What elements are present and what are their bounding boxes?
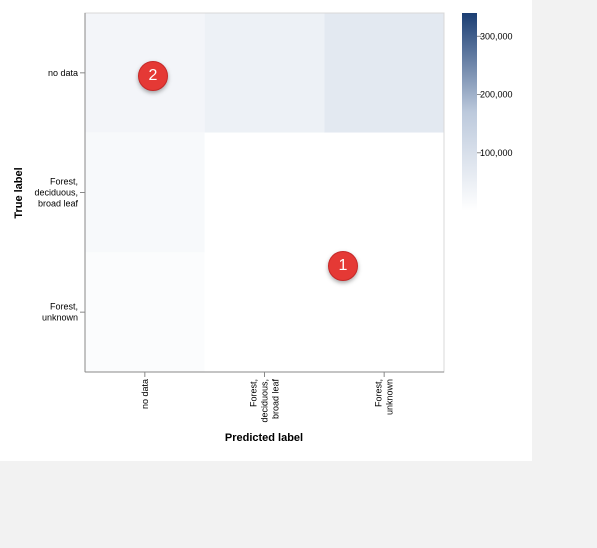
y-axis-title: True label: [13, 167, 25, 218]
annotation-marker-1[interactable]: 1: [328, 251, 358, 281]
x-tick-label-group: Forest,deciduous,broad leaf: [249, 379, 281, 423]
x-axis-title: Predicted label: [225, 432, 303, 444]
confusion-matrix-chart: no data Forest, deciduous, broad leaf Forest…: [13, 12, 513, 444]
y-tick-label: Forest, unknown: [42, 302, 78, 323]
annotation-marker-2[interactable]: 2: [138, 61, 168, 91]
y-tick-label: Forest, deciduous, broad leaf: [34, 177, 78, 209]
color-legend-bar: [462, 13, 477, 211]
heatmap-cell-r2-c1: [204, 252, 325, 372]
heatmap-cell-r1-c0: [85, 132, 205, 253]
legend-tick-label: 300,000: [480, 31, 513, 41]
x-tick-label-group: no data: [140, 379, 150, 409]
x-tick-label: no data: [140, 379, 150, 409]
x-tick-label-group: Forest,unknown: [374, 379, 395, 415]
legend-tick-label: 200,000: [480, 90, 513, 100]
heatmap-cell-r2-c0: [85, 252, 205, 372]
chart-panel: no data Forest, deciduous, broad leaf Forest…: [0, 0, 532, 461]
heatmap-cell-r1-c1: [204, 132, 325, 253]
y-tick-label: no data: [48, 68, 78, 78]
heatmap-cell-r0-c1: [204, 13, 325, 133]
heatmap-cell-r0-c2: [324, 13, 444, 133]
heatmap-cell-r1-c2: [324, 132, 444, 253]
legend-tick-label: 100,000: [480, 148, 513, 158]
x-tick-label: Forest,deciduous,broad leaf: [249, 379, 281, 423]
x-tick-label: Forest,unknown: [374, 379, 395, 415]
